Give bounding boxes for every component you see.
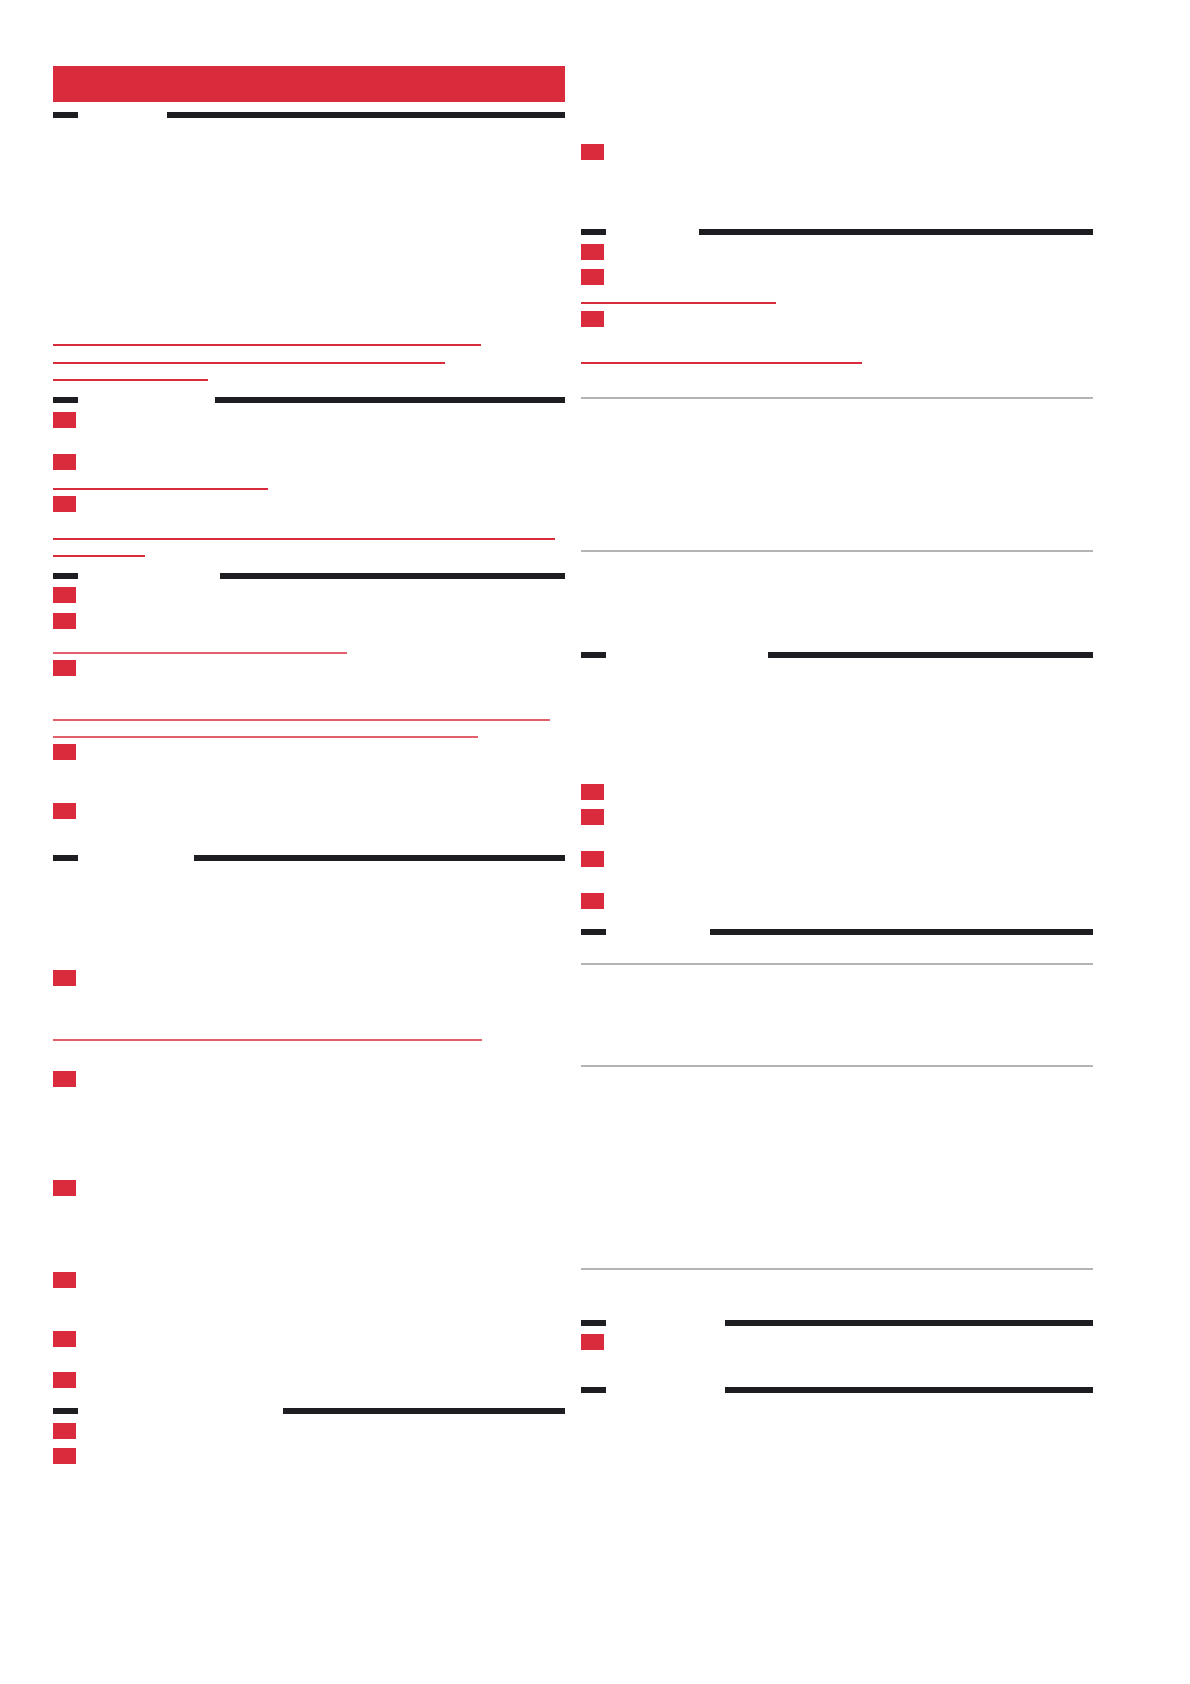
- step-number-box: [581, 809, 604, 825]
- step-number-box: [53, 1372, 76, 1388]
- step-number-box: [53, 803, 76, 819]
- step-number-box: [53, 1448, 76, 1464]
- header-bar: [53, 66, 565, 102]
- step-number-box: [581, 893, 604, 909]
- heading-rule: [167, 112, 565, 118]
- heading-marker: [53, 112, 78, 118]
- step-number-box: [53, 1180, 76, 1196]
- heading-marker: [53, 855, 78, 861]
- step-number-box: [581, 244, 604, 260]
- heading-rule: [725, 1387, 1093, 1393]
- heading-marker: [581, 929, 606, 935]
- heading-marker: [53, 573, 78, 579]
- step-number-box: [53, 1423, 76, 1439]
- heading-rule: [220, 573, 565, 579]
- heading-rule: [699, 229, 1093, 235]
- heading-marker: [581, 652, 606, 658]
- step-number-box: [581, 784, 604, 800]
- step-number-box: [581, 1334, 604, 1350]
- step-number-box: [53, 1272, 76, 1288]
- heading-rule: [725, 1320, 1093, 1326]
- heading-rule: [283, 1408, 565, 1414]
- step-number-box: [581, 311, 604, 327]
- step-number-box: [581, 144, 604, 160]
- step-number-box: [53, 1331, 76, 1347]
- step-number-box: [581, 851, 604, 867]
- heading-marker: [581, 1387, 606, 1393]
- heading-rule: [710, 929, 1093, 935]
- heading-marker: [53, 397, 78, 403]
- step-number-box: [53, 412, 76, 428]
- step-number-box: [53, 660, 76, 676]
- heading-rule: [194, 855, 565, 861]
- heading-marker: [53, 1408, 78, 1414]
- step-number-box: [53, 1071, 76, 1087]
- heading-marker: [581, 1320, 606, 1326]
- step-number-box: [53, 744, 76, 760]
- heading-rule: [215, 397, 565, 403]
- heading-rule: [768, 652, 1093, 658]
- step-number-box: [53, 613, 76, 629]
- step-number-box: [53, 496, 76, 512]
- heading-marker: [581, 229, 606, 235]
- step-number-box: [581, 269, 604, 285]
- step-number-box: [53, 587, 76, 603]
- step-number-box: [53, 970, 76, 986]
- step-number-box: [53, 454, 76, 470]
